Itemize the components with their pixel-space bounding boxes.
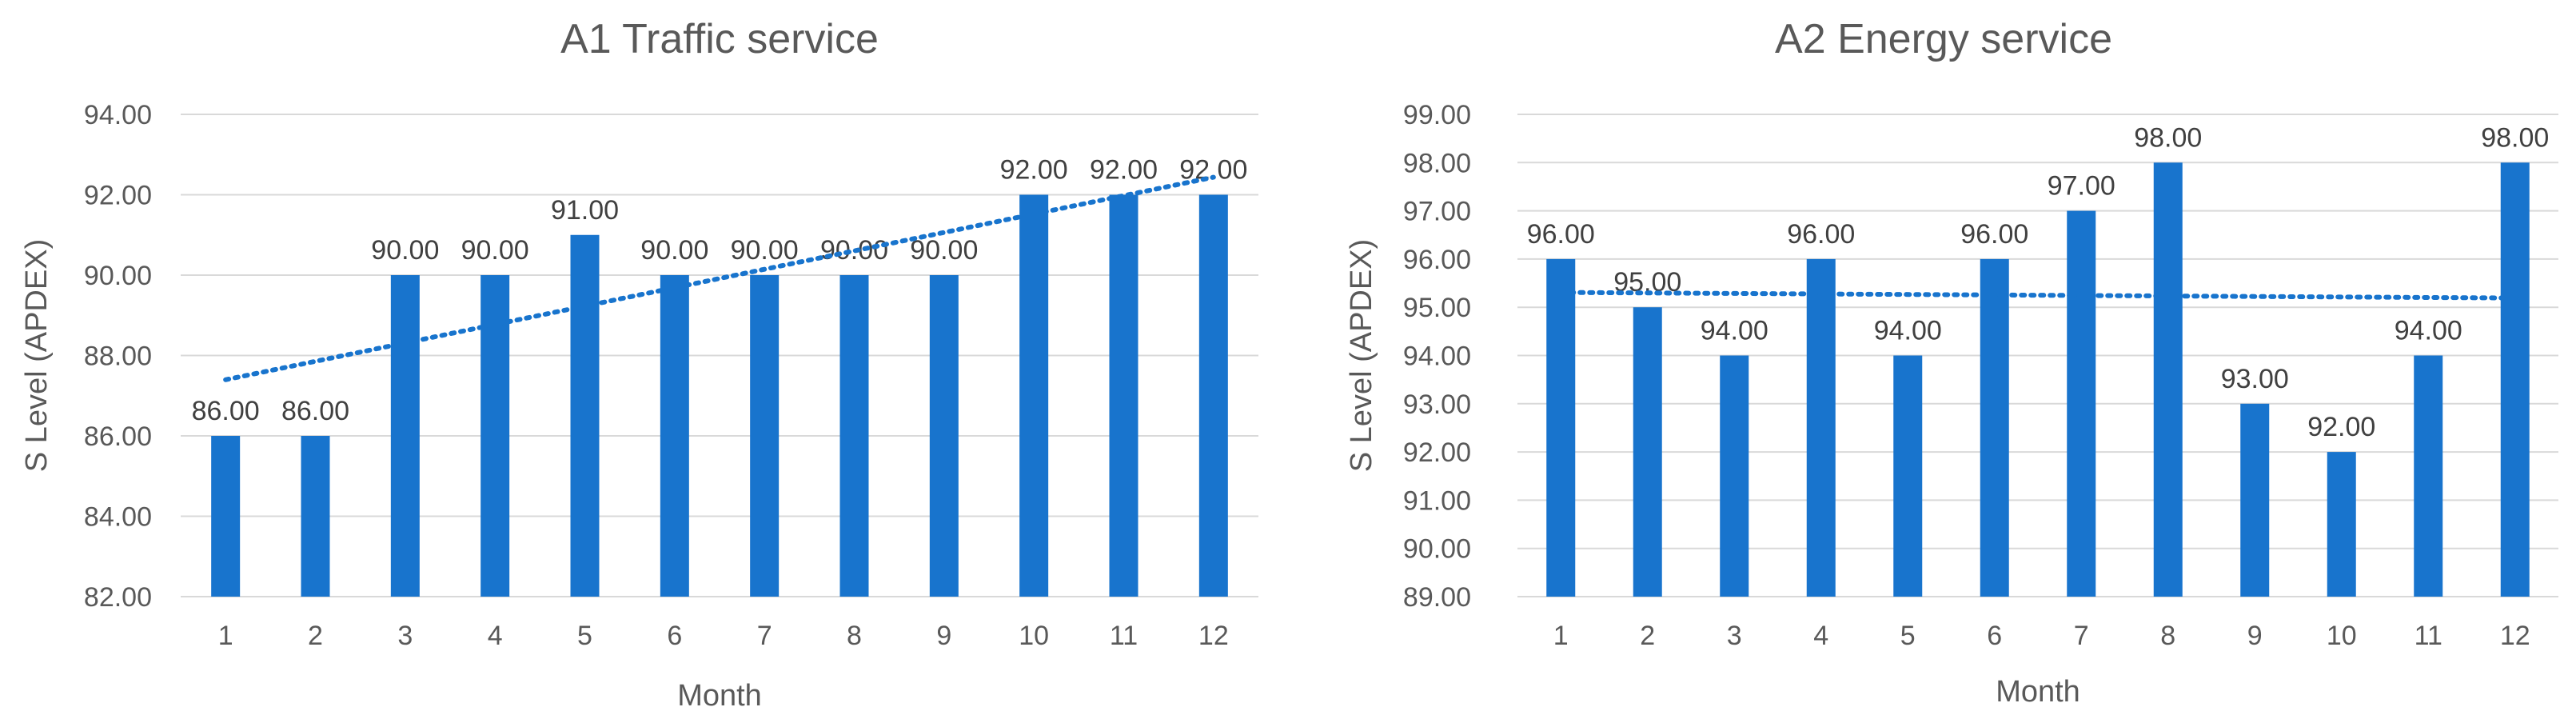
x-tick-label: 9 — [936, 621, 951, 651]
y-tick-label: 94.00 — [1403, 342, 1471, 372]
x-tick-label: 12 — [1198, 621, 1229, 651]
bar — [1546, 258, 1576, 597]
x-tick-label: 1 — [1553, 621, 1569, 651]
bar — [750, 275, 780, 597]
x-tick-label: 5 — [577, 621, 592, 651]
y-tick-label: 99.00 — [1403, 100, 1471, 130]
bar — [301, 436, 330, 597]
x-tick-label: 6 — [1987, 621, 2002, 651]
data-label: 92.00 — [1090, 155, 1158, 186]
bar — [570, 234, 600, 597]
data-label: 98.00 — [2134, 122, 2202, 153]
x-tick-label: 11 — [1110, 621, 1138, 651]
data-label: 90.00 — [461, 235, 529, 266]
x-tick-label: 7 — [2074, 621, 2089, 651]
y-tick-label: 92.00 — [1403, 437, 1471, 468]
data-label: 92.00 — [2307, 412, 2375, 442]
y-tick-label: 92.00 — [84, 181, 152, 211]
bar — [2067, 210, 2096, 597]
x-tick-label: 1 — [218, 621, 233, 651]
y-tick-label: 95.00 — [1403, 293, 1471, 323]
data-label: 94.00 — [2395, 316, 2462, 346]
data-label: 92.00 — [1000, 155, 1068, 186]
x-tick-label: 4 — [488, 621, 503, 651]
bar — [2240, 403, 2270, 597]
bar — [481, 275, 510, 597]
y-tick-label: 88.00 — [84, 342, 152, 372]
x-tick-label: 3 — [1727, 621, 1742, 651]
x-tick-label: 3 — [397, 621, 413, 651]
bar — [1720, 355, 1749, 597]
data-label: 90.00 — [910, 235, 978, 266]
x-axis-label: Month — [677, 679, 762, 713]
bar — [2414, 355, 2443, 597]
data-label: 96.00 — [1527, 219, 1595, 250]
bar — [1109, 194, 1138, 597]
bar — [1980, 258, 2009, 597]
data-label: 96.00 — [1960, 219, 2028, 250]
x-tick-label: 9 — [2247, 621, 2263, 651]
bar — [1198, 194, 1228, 597]
y-tick-label: 91.00 — [1403, 485, 1471, 516]
x-tick-label: 4 — [1813, 621, 1828, 651]
x-tick-label: 6 — [667, 621, 682, 651]
x-tick-label: 2 — [1640, 621, 1655, 651]
bar — [1633, 307, 1662, 597]
data-label: 90.00 — [731, 235, 799, 266]
bar — [1019, 194, 1049, 597]
y-tick-label: 82.00 — [84, 582, 152, 613]
bar — [2327, 452, 2356, 597]
bar — [839, 275, 869, 597]
x-axis-label: Month — [1996, 675, 2080, 709]
x-tick-label: 7 — [757, 621, 772, 651]
trendline — [223, 174, 1216, 382]
trendline — [1558, 290, 2518, 301]
data-label: 91.00 — [551, 195, 619, 226]
y-tick-label: 89.00 — [1403, 582, 1471, 613]
data-label: 86.00 — [192, 396, 260, 426]
data-label: 86.00 — [281, 396, 349, 426]
x-tick-label: 10 — [1019, 621, 1049, 651]
y-tick-label: 90.00 — [1403, 534, 1471, 565]
y-axis-label: S Level (APDEX) — [1345, 239, 1378, 472]
data-label: 98.00 — [2481, 122, 2549, 153]
x-tick-label: 8 — [847, 621, 862, 651]
y-tick-label: 86.00 — [84, 421, 152, 452]
bar — [1893, 355, 1923, 597]
bar — [211, 436, 241, 597]
x-tick-label: 10 — [2327, 621, 2357, 651]
chart-a1-traffic-service: A1 Traffic service 82.00 84.00 86.00 88.00 90… — [20, 16, 1258, 713]
x-tick-label: 11 — [2415, 621, 2442, 651]
y-tick-label: 96.00 — [1403, 245, 1471, 275]
y-tick-label: 93.00 — [1403, 389, 1471, 420]
x-tick-label: 8 — [2160, 621, 2175, 651]
data-label: 90.00 — [640, 235, 708, 266]
chart-a2-energy-service: A2 Energy service 89.00 90.00 91.00 92.00 93.… — [1345, 16, 2558, 709]
chart-title: A2 Energy service — [1775, 16, 2112, 62]
x-tick-label: 12 — [2500, 621, 2530, 651]
y-tick-label: 97.00 — [1403, 197, 1471, 227]
y-tick-label: 94.00 — [84, 100, 152, 130]
bar — [660, 275, 689, 597]
bar — [1806, 258, 1836, 597]
x-tick-label: 5 — [1900, 621, 1916, 651]
data-label: 92.00 — [1179, 155, 1247, 186]
data-label: 97.00 — [2048, 171, 2115, 202]
data-label: 96.00 — [1787, 219, 1855, 250]
y-tick-label: 98.00 — [1403, 148, 1471, 178]
y-axis-label: S Level (APDEX) — [20, 239, 54, 472]
bar — [390, 275, 420, 597]
chart-title: A1 Traffic service — [560, 16, 879, 62]
bar — [2500, 162, 2530, 597]
data-label: 94.00 — [1874, 316, 1942, 346]
data-label: 93.00 — [2221, 364, 2289, 394]
bar — [929, 275, 959, 597]
y-tick-label: 90.00 — [84, 261, 152, 291]
data-label: 94.00 — [1701, 316, 1769, 346]
x-tick-label: 2 — [308, 621, 323, 651]
y-tick-label: 84.00 — [84, 502, 152, 533]
data-label: 90.00 — [371, 235, 439, 266]
bar — [2153, 162, 2183, 597]
